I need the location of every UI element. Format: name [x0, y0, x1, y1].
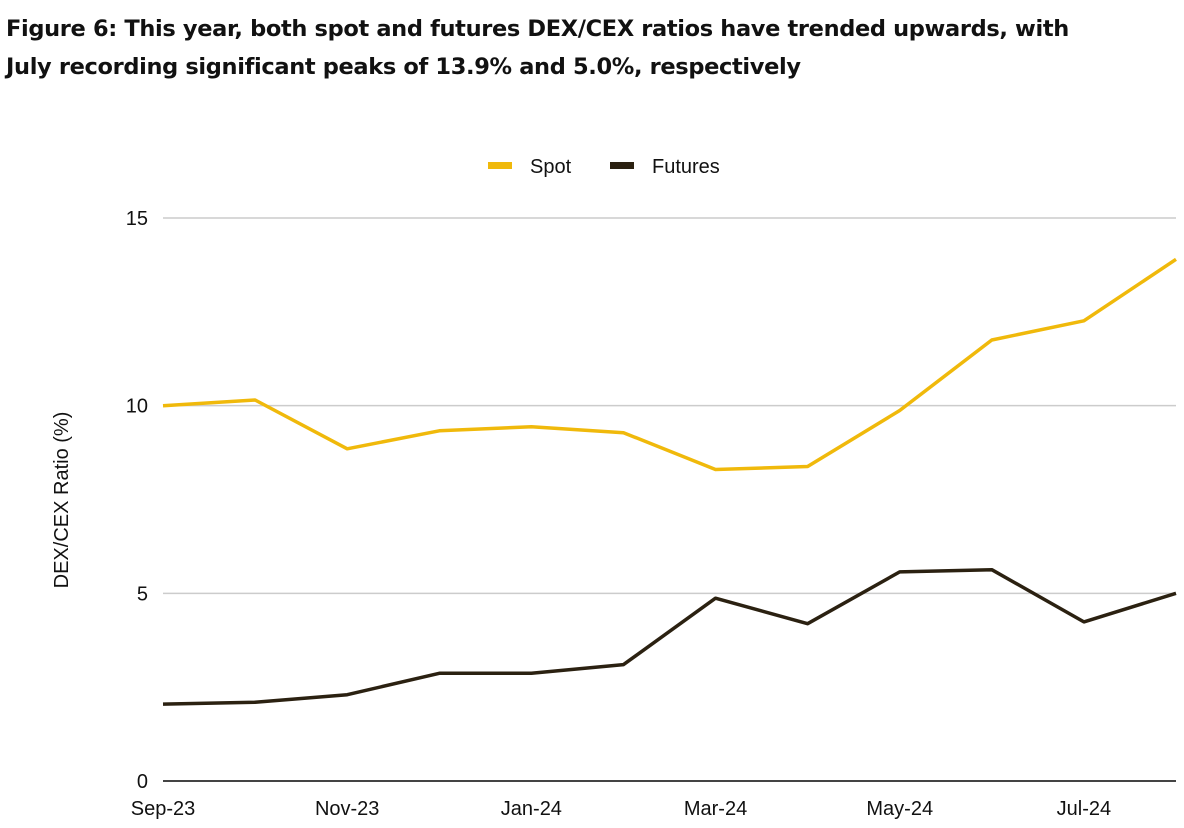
- x-axis-ticks: Sep-23 Nov-23 Jan-24 Mar-24 May-24 Jul-24: [131, 798, 1111, 820]
- y-axis-ticks: 0 5 10 15: [126, 208, 148, 793]
- chart-legend: Spot Futures: [488, 156, 720, 178]
- x-tick-label: Mar-24: [684, 798, 747, 820]
- series-line-spot: [162, 257, 1177, 472]
- x-tick-label: May-24: [866, 798, 933, 820]
- y-axis-label: DEX/CEX Ratio (%): [51, 412, 73, 589]
- legend-label: Futures: [652, 156, 720, 178]
- x-tick-label: Jan-24: [501, 798, 562, 820]
- x-tick-label: Sep-23: [131, 798, 196, 820]
- legend-label: Spot: [530, 156, 572, 178]
- x-tick-label: Nov-23: [315, 798, 379, 820]
- legend-swatch: [488, 162, 512, 169]
- y-tick-label: 0: [137, 771, 148, 793]
- chart-series: [162, 257, 1177, 706]
- figure-title-line-1: Figure 6: This year, both spot and futur…: [6, 16, 1069, 42]
- figure-title-line-2: July recording significant peaks of 13.9…: [6, 54, 801, 80]
- x-tick-label: Jul-24: [1057, 798, 1111, 820]
- y-tick-label: 10: [126, 396, 148, 418]
- y-tick-label: 5: [137, 583, 148, 605]
- legend-item-futures: Futures: [610, 156, 720, 178]
- legend-swatch: [610, 162, 634, 169]
- series-futures: [162, 567, 1177, 706]
- figure-title: Figure 6: This year, both spot and futur…: [6, 10, 1184, 86]
- legend-item-spot: Spot: [488, 156, 572, 178]
- series-spot: [162, 257, 1177, 472]
- y-tick-label: 15: [126, 208, 148, 230]
- gridlines: [163, 217, 1176, 782]
- series-line-futures: [162, 567, 1177, 706]
